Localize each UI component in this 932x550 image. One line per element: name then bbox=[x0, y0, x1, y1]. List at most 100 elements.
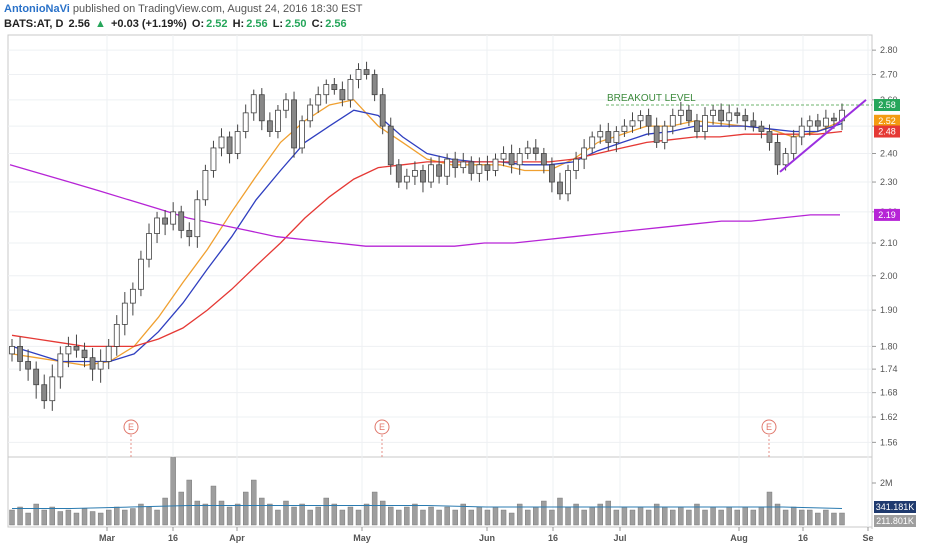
candle[interactable] bbox=[323, 79, 330, 104]
candle[interactable] bbox=[500, 146, 507, 167]
author-link[interactable]: AntonioNaVi bbox=[4, 3, 70, 15]
candle[interactable] bbox=[532, 139, 539, 161]
candle[interactable] bbox=[113, 315, 120, 356]
candle[interactable] bbox=[637, 110, 644, 129]
candle[interactable] bbox=[653, 117, 660, 148]
candle[interactable] bbox=[694, 113, 700, 139]
earnings-marker[interactable]: E bbox=[374, 419, 390, 457]
candle[interactable] bbox=[540, 147, 547, 174]
candle[interactable] bbox=[718, 103, 725, 127]
candle[interactable] bbox=[581, 139, 588, 170]
candle[interactable] bbox=[194, 190, 201, 248]
drawing-overlays[interactable]: BREAKOUT LEVEL bbox=[606, 93, 872, 173]
candle[interactable] bbox=[202, 164, 209, 206]
candle[interactable] bbox=[669, 108, 676, 135]
candle[interactable] bbox=[371, 69, 378, 102]
candle[interactable] bbox=[613, 126, 620, 153]
earnings-marker[interactable]: E bbox=[761, 419, 777, 457]
candle[interactable] bbox=[266, 112, 273, 137]
candle[interactable] bbox=[57, 346, 64, 389]
time-axis[interactable]: Mar 16 Apr May Jun 16 Jul Aug 16 Se bbox=[99, 527, 874, 543]
candle[interactable] bbox=[484, 155, 491, 181]
candle[interactable] bbox=[170, 202, 177, 231]
candle[interactable] bbox=[605, 122, 612, 151]
candle[interactable] bbox=[250, 89, 257, 121]
candle[interactable] bbox=[41, 374, 48, 409]
candle[interactable] bbox=[661, 120, 668, 150]
candle[interactable] bbox=[315, 86, 322, 113]
candle[interactable] bbox=[444, 153, 451, 185]
candle[interactable] bbox=[629, 112, 636, 133]
candle[interactable] bbox=[283, 93, 289, 119]
volume-pane[interactable]: 2M 341.181K 211.801K bbox=[9, 457, 917, 528]
candle[interactable] bbox=[299, 115, 305, 154]
candle[interactable] bbox=[379, 88, 386, 135]
candle[interactable] bbox=[97, 349, 104, 383]
candle[interactable] bbox=[291, 91, 297, 158]
candle[interactable] bbox=[549, 157, 555, 193]
candle[interactable] bbox=[726, 104, 733, 128]
candle[interactable] bbox=[798, 117, 805, 146]
candle[interactable] bbox=[420, 164, 426, 193]
candle[interactable] bbox=[476, 157, 483, 183]
candle[interactable] bbox=[138, 250, 144, 297]
candle[interactable] bbox=[822, 109, 829, 133]
candle[interactable] bbox=[331, 78, 338, 95]
candle[interactable] bbox=[597, 124, 604, 144]
candle[interactable] bbox=[178, 205, 185, 239]
candle[interactable] bbox=[565, 164, 571, 202]
candle[interactable] bbox=[17, 336, 23, 372]
candle[interactable] bbox=[573, 151, 579, 180]
candle[interactable] bbox=[129, 282, 136, 316]
candle[interactable] bbox=[750, 112, 757, 132]
trendline[interactable] bbox=[779, 99, 867, 173]
candle[interactable] bbox=[242, 104, 249, 139]
candle[interactable] bbox=[524, 140, 531, 160]
candle[interactable] bbox=[742, 108, 749, 131]
candle[interactable] bbox=[790, 129, 797, 161]
candle[interactable] bbox=[121, 292, 128, 336]
candle[interactable] bbox=[65, 336, 72, 368]
candle[interactable] bbox=[492, 153, 499, 177]
candle[interactable] bbox=[710, 105, 716, 125]
candle[interactable] bbox=[105, 338, 112, 370]
candle[interactable] bbox=[621, 119, 628, 137]
candle[interactable] bbox=[387, 117, 394, 175]
candle[interactable] bbox=[557, 172, 563, 200]
candle[interactable] bbox=[355, 63, 362, 89]
candle[interactable] bbox=[806, 115, 813, 136]
candle[interactable] bbox=[33, 361, 40, 399]
candle[interactable] bbox=[154, 211, 160, 244]
candle[interactable] bbox=[436, 155, 442, 184]
candle[interactable] bbox=[508, 144, 515, 174]
candle[interactable] bbox=[234, 124, 241, 160]
symbol-label[interactable]: BATS:AT, D bbox=[4, 18, 64, 30]
candle[interactable] bbox=[403, 168, 410, 190]
candle[interactable] bbox=[49, 364, 56, 411]
candle[interactable] bbox=[146, 223, 152, 268]
candle[interactable] bbox=[162, 210, 169, 236]
candle[interactable] bbox=[428, 157, 434, 188]
candle[interactable] bbox=[645, 108, 652, 136]
earnings-marker[interactable]: E bbox=[123, 419, 139, 457]
candle[interactable] bbox=[275, 105, 281, 139]
candle[interactable] bbox=[814, 113, 821, 132]
candle[interactable] bbox=[589, 131, 596, 154]
candle[interactable] bbox=[395, 159, 402, 188]
candle[interactable] bbox=[766, 124, 773, 151]
candle[interactable] bbox=[89, 347, 96, 381]
candle[interactable] bbox=[468, 156, 475, 181]
candles[interactable] bbox=[9, 61, 845, 411]
candle[interactable] bbox=[516, 147, 523, 175]
candle[interactable] bbox=[452, 151, 459, 178]
candle[interactable] bbox=[702, 107, 708, 140]
candle[interactable] bbox=[758, 120, 765, 139]
candle[interactable] bbox=[186, 222, 193, 247]
candle[interactable] bbox=[9, 338, 15, 362]
candle[interactable] bbox=[412, 161, 418, 185]
candle[interactable] bbox=[677, 101, 684, 125]
candle[interactable] bbox=[460, 152, 467, 174]
candle[interactable] bbox=[363, 61, 370, 80]
